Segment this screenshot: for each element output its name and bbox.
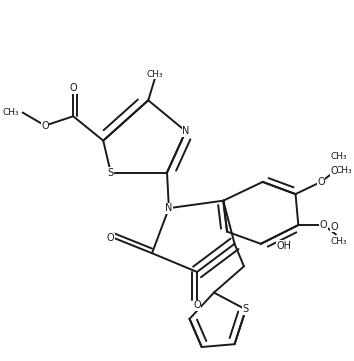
Text: O: O [193,300,201,310]
Text: N: N [165,203,173,213]
Text: CH₃: CH₃ [330,236,347,245]
Text: CH₃: CH₃ [147,70,163,79]
Text: O: O [320,220,327,230]
Text: S: S [243,304,249,314]
Text: O: O [317,177,325,187]
Text: N: N [182,126,189,136]
Text: O: O [330,222,338,232]
Text: CH₃: CH₃ [2,108,19,117]
Text: OH: OH [277,241,292,251]
Text: CH₃: CH₃ [336,166,353,175]
Text: S: S [108,168,114,178]
Text: O: O [41,121,49,131]
Text: O: O [107,233,114,243]
Text: O: O [330,166,338,176]
Text: CH₃: CH₃ [330,152,347,161]
Text: O: O [69,83,77,93]
